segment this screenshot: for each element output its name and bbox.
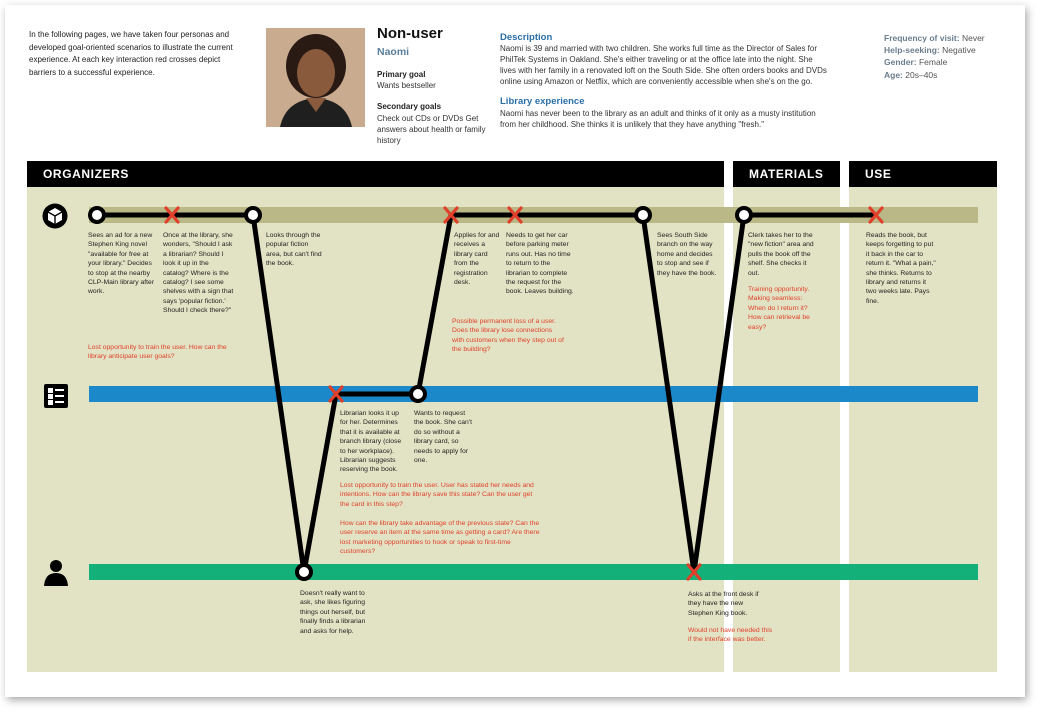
barrier-cross-3 xyxy=(507,206,523,224)
age-label: Age: xyxy=(884,69,903,80)
materials-header: MATERIALS xyxy=(733,161,840,187)
persona-photo xyxy=(266,28,365,127)
persona-facts: Frequency of visit: Never Help-seeking: … xyxy=(884,32,985,81)
node-south-side xyxy=(634,206,652,224)
library-experience-text: Naomi has never been to the library as a… xyxy=(500,109,816,129)
secondary-goals: Check out CDs or DVDs Get answers about … xyxy=(377,114,486,145)
help-seeking-label: Help-seeking: xyxy=(884,45,940,56)
barrier-cross-6 xyxy=(686,563,702,581)
journey-nodes xyxy=(88,206,753,581)
journey-path xyxy=(97,212,876,573)
gender-value: Female xyxy=(918,57,948,68)
age-value: 20s–40s xyxy=(905,69,938,80)
frequency-label: Frequency of visit: xyxy=(884,33,960,43)
step-text: Sees South Side branch on the way home a… xyxy=(657,232,717,277)
help-seeking-value: Negative xyxy=(942,45,976,56)
node-request-book xyxy=(409,385,427,403)
node-clerk xyxy=(735,206,753,224)
organizers-panel xyxy=(27,187,724,672)
gender-label: Gender: xyxy=(884,57,917,68)
barrier-crosses xyxy=(164,206,884,581)
persona-name: Naomi xyxy=(377,46,410,58)
row2-band xyxy=(89,386,978,402)
barrier-note: Would not have needed this if the interf… xyxy=(688,627,773,644)
step-text: Clerk takes her to the "new fiction" are… xyxy=(748,232,814,277)
step-text: Applies for and receives a library card … xyxy=(454,232,500,287)
barrier-note: Lost opportunity to train the user. How … xyxy=(88,344,227,361)
step-text: Sees an ad for a new Stephen King novel … xyxy=(88,232,155,296)
use-header: USE xyxy=(849,161,997,187)
materials-panel xyxy=(733,187,840,672)
step-text: Asks at the front desk if they have the … xyxy=(688,591,759,617)
description-heading: Description xyxy=(500,32,553,43)
step-text: Looks through the popular fiction area, … xyxy=(266,232,322,268)
step-text: Needs to get her car before parking mete… xyxy=(506,232,574,296)
barrier-note: Training opportunity. Making seamless: W… xyxy=(748,286,810,331)
step-text: Doesn't really want to ask, she likes fi… xyxy=(300,590,366,635)
barrier-cross-5 xyxy=(328,385,344,403)
step-text: Reads the book, but keeps forgetting to … xyxy=(866,232,936,305)
description-text: Naomi is 39 and married with two childre… xyxy=(500,44,827,86)
person-icon xyxy=(43,559,69,586)
node-ask-librarian xyxy=(295,563,313,581)
intro-text: In the following pages, we have taken fo… xyxy=(29,30,233,77)
catalog-list-icon xyxy=(43,383,69,409)
primary-goal-heading: Primary goal xyxy=(377,70,426,79)
barrier-cross-2 xyxy=(443,206,459,224)
step-text: Once at the library, she wonders, "Shoul… xyxy=(163,232,234,315)
node-start xyxy=(88,206,106,224)
barrier-note: Lost opportunity to train the user. User… xyxy=(340,482,534,508)
node-fiction-area xyxy=(244,206,262,224)
step-text: Librarian looks it up for her. Determine… xyxy=(340,410,402,474)
organizers-header: ORGANIZERS xyxy=(27,161,724,187)
library-experience-heading: Library experience xyxy=(500,96,585,107)
building-cube-icon xyxy=(42,203,68,229)
primary-goal: Wants bestseller xyxy=(377,81,436,90)
row3-band xyxy=(89,564,978,580)
step-text: Wants to request the book. She can't do … xyxy=(414,410,472,465)
secondary-goals-heading: Secondary goals xyxy=(377,102,442,111)
barrier-cross-1 xyxy=(164,206,180,224)
frequency-value: Never xyxy=(961,33,985,43)
persona-type: Non-user xyxy=(377,25,443,42)
barrier-cross-4 xyxy=(868,206,884,224)
barrier-note: Possible permanent loss of a user. Does … xyxy=(452,318,564,354)
barrier-note: How can the library take advantage of th… xyxy=(340,520,540,556)
use-panel xyxy=(849,187,997,672)
